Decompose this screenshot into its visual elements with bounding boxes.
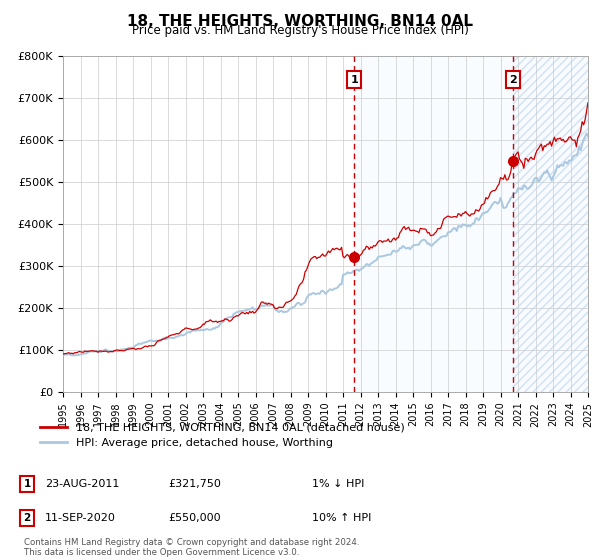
Text: 1: 1	[350, 74, 358, 85]
Text: 2: 2	[23, 513, 31, 523]
Text: 1% ↓ HPI: 1% ↓ HPI	[312, 479, 364, 489]
Legend: 18, THE HEIGHTS, WORTHING, BN14 0AL (detached house), HPI: Average price, detach: 18, THE HEIGHTS, WORTHING, BN14 0AL (det…	[35, 418, 409, 452]
Text: 23-AUG-2011: 23-AUG-2011	[45, 479, 119, 489]
Bar	[513, 56, 588, 392]
Text: Contains HM Land Registry data © Crown copyright and database right 2024.
This d: Contains HM Land Registry data © Crown c…	[24, 538, 359, 557]
Bar	[513, 56, 588, 392]
Text: 11-SEP-2020: 11-SEP-2020	[45, 513, 116, 523]
Text: 1: 1	[23, 479, 31, 489]
Text: 10% ↑ HPI: 10% ↑ HPI	[312, 513, 371, 523]
Text: 2: 2	[509, 74, 517, 85]
Text: 18, THE HEIGHTS, WORTHING, BN14 0AL: 18, THE HEIGHTS, WORTHING, BN14 0AL	[127, 14, 473, 29]
Text: £321,750: £321,750	[168, 479, 221, 489]
Text: £550,000: £550,000	[168, 513, 221, 523]
Bar	[355, 56, 513, 392]
Text: Price paid vs. HM Land Registry's House Price Index (HPI): Price paid vs. HM Land Registry's House …	[131, 24, 469, 37]
